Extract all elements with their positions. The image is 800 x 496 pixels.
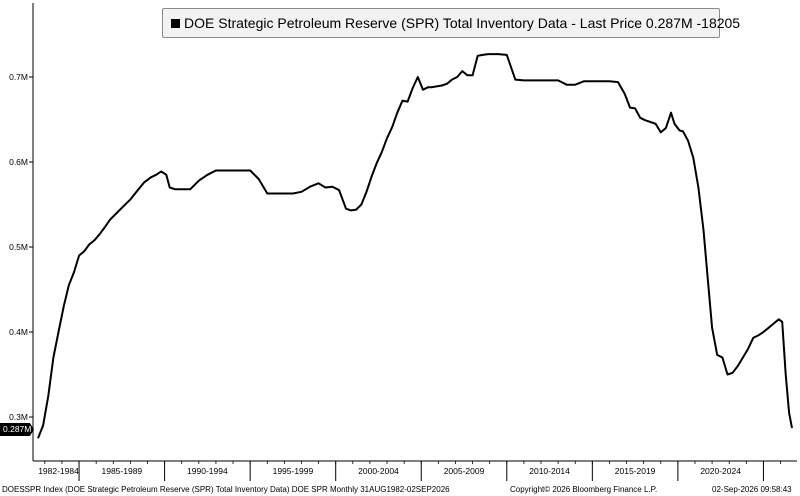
y-tick-label: 0.7M	[9, 72, 28, 82]
y-tick-label: 0.6M	[9, 157, 28, 167]
x-period-label: 1985-1989	[102, 466, 143, 476]
legend: DOE Strategic Petroleum Reserve (SPR) To…	[162, 8, 740, 38]
series-layer	[37, 53, 793, 439]
y-axis: 0.3M 0.4M 0.5M 0.6M 0.7M	[9, 72, 33, 422]
plot-frame	[32, 3, 797, 462]
x-period-label: 1990-1994	[187, 466, 228, 476]
last-price-tag-label: 0.287M	[3, 424, 32, 434]
x-period-label: 2020-2024	[700, 466, 741, 476]
x-period-label: 2000-2004	[358, 466, 399, 476]
footer-copyright: Copyright© 2026 Bloomberg Finance L.P.	[510, 485, 658, 494]
series-line	[37, 53, 793, 439]
x-period-label: 2005-2009	[444, 466, 485, 476]
last-price-tag: 0.287M	[0, 423, 34, 436]
x-period-label: 2015-2019	[615, 466, 656, 476]
y-tick-label: 0.3M	[9, 412, 28, 422]
y-tick-label: 0.5M	[9, 242, 28, 252]
x-period-label: 1982-1984	[38, 466, 79, 476]
y-tick-label: 0.4M	[9, 327, 28, 337]
x-period-label: 2010-2014	[529, 466, 570, 476]
footer-source: DOESSPR Index (DOE Strategic Petroleum R…	[2, 485, 450, 494]
x-period-label: 1995-1999	[273, 466, 314, 476]
footer-timestamp: 02-Sep-2026 09:58:43	[712, 485, 792, 494]
legend-swatch	[171, 18, 180, 28]
x-axis: 1982-1984 1985-1989 1990-1994 1995-1999 2000…	[38, 461, 781, 481]
legend-text: DOE Strategic Petroleum Reserve (SPR) To…	[184, 15, 741, 31]
